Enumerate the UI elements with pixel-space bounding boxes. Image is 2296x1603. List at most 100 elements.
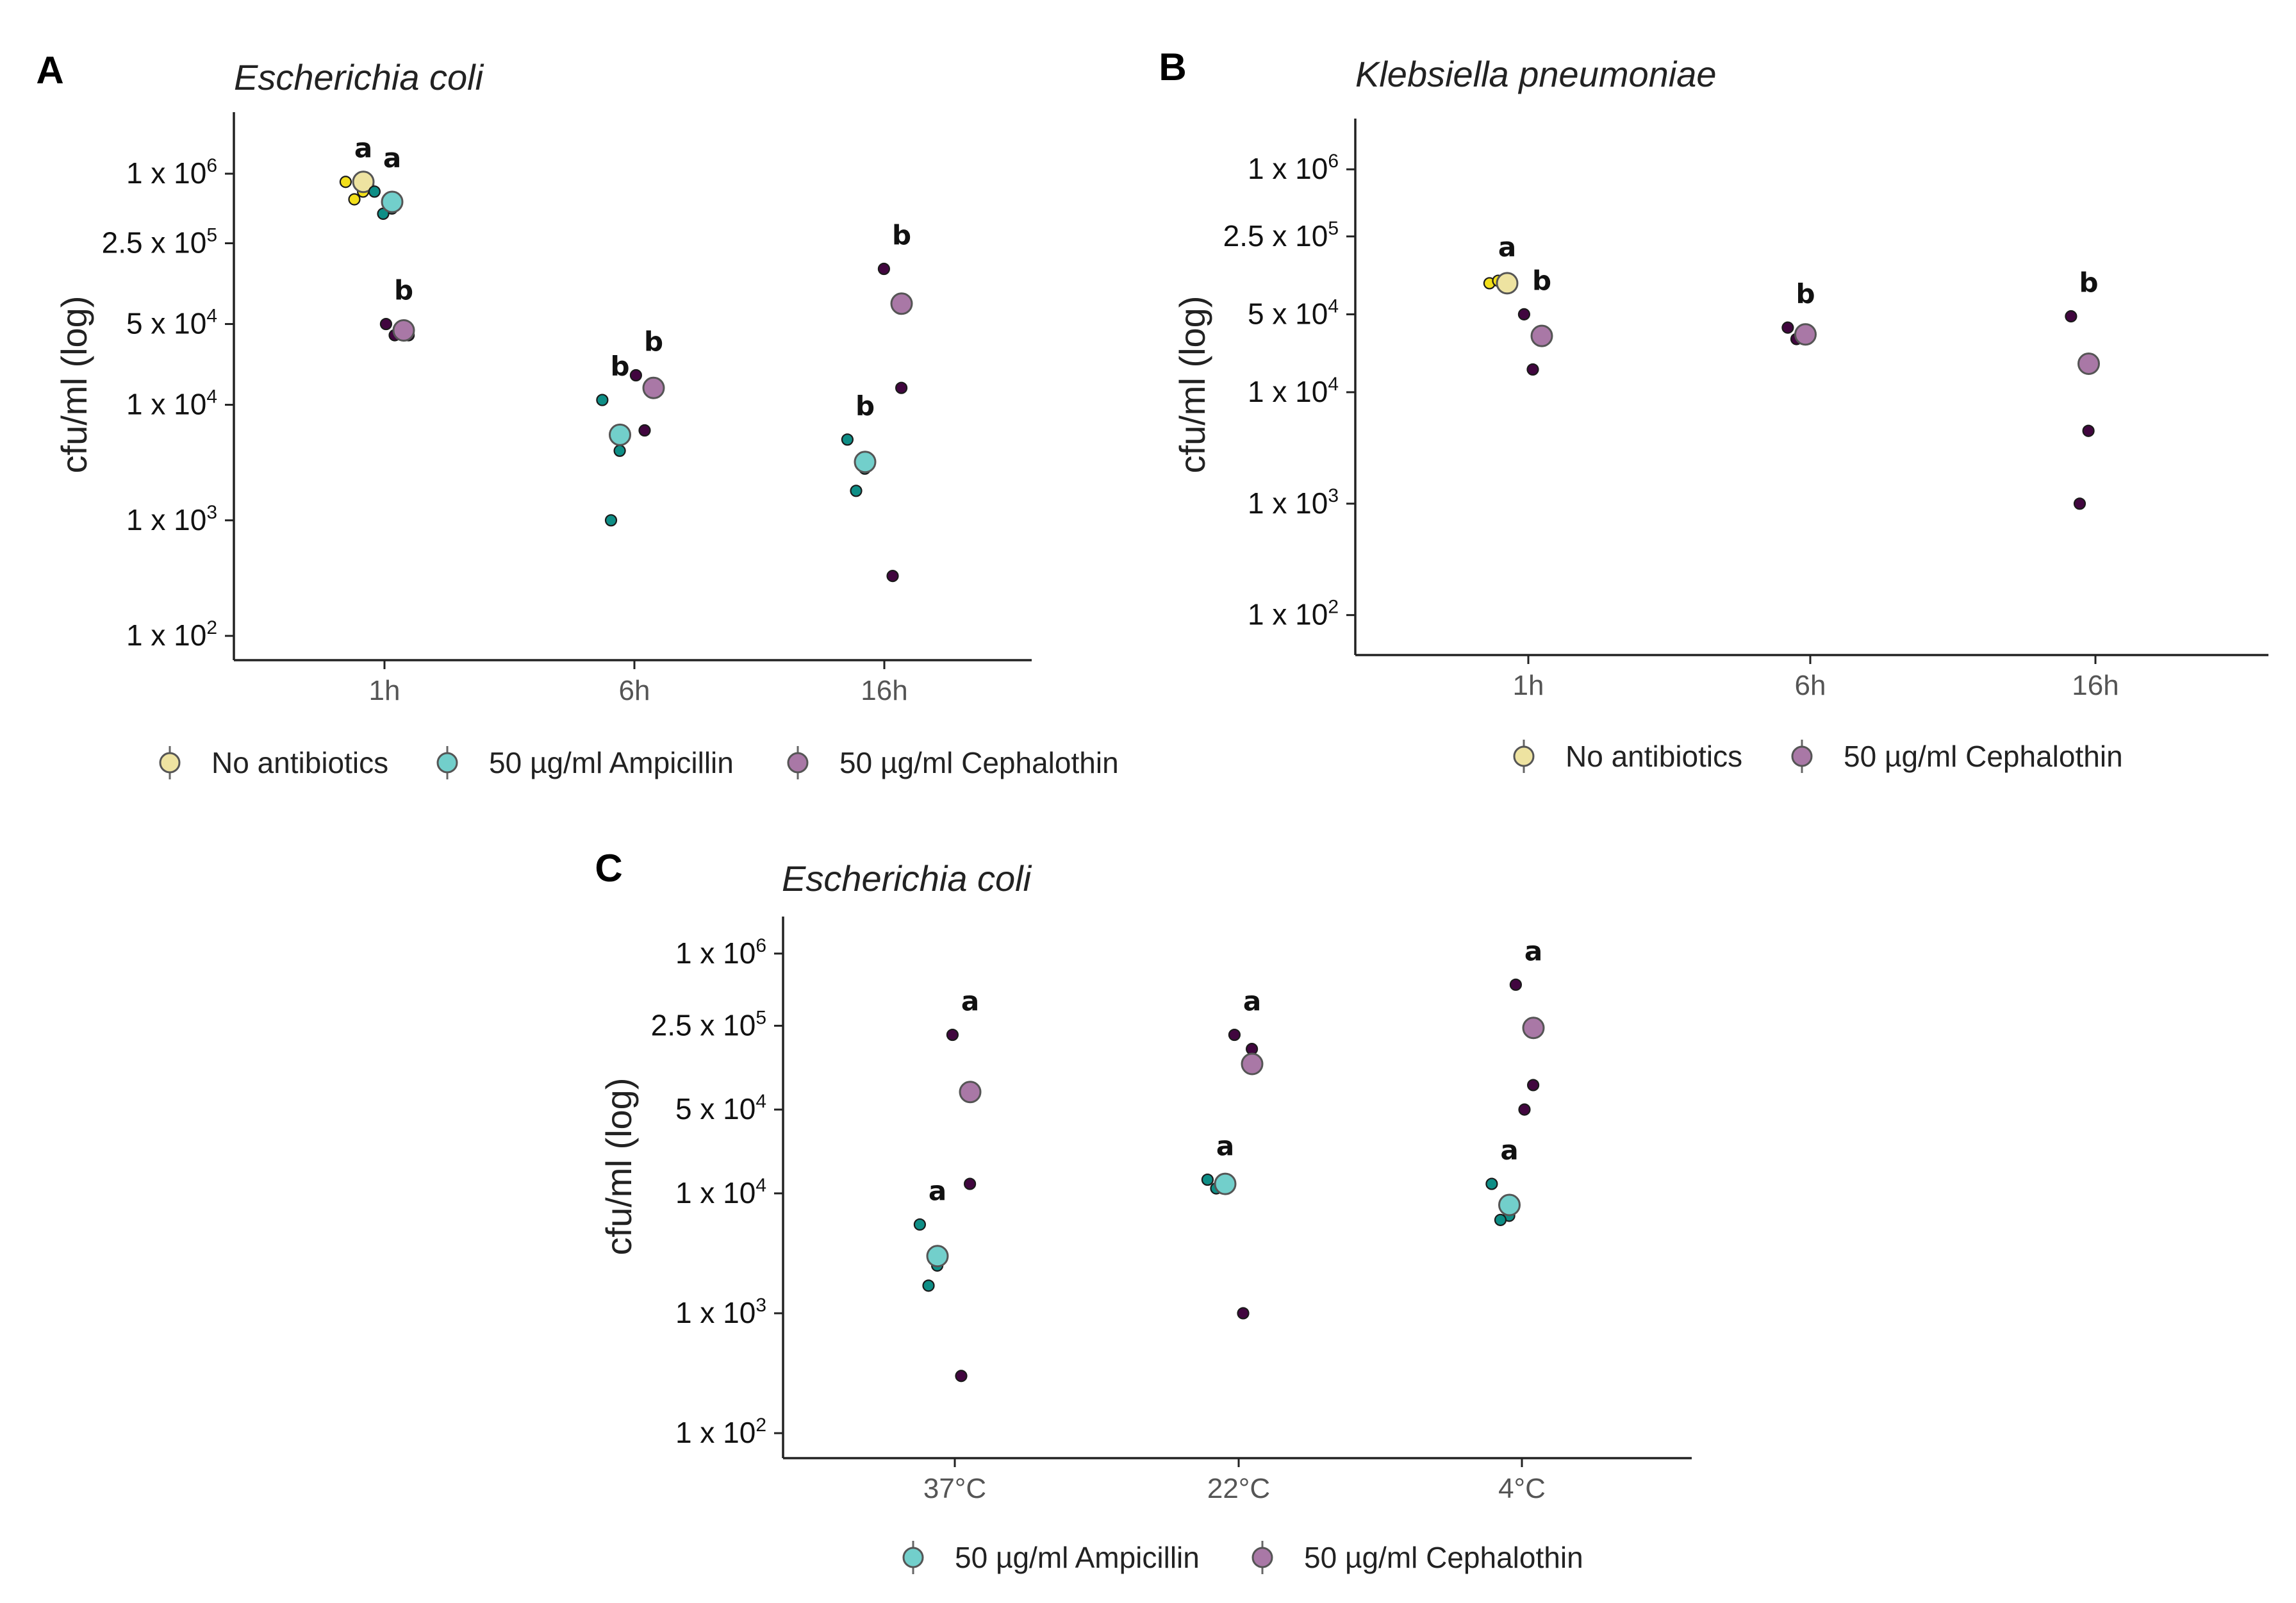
data-point <box>1527 1079 1540 1092</box>
mean-point <box>1530 324 1553 347</box>
mean-point <box>1498 1193 1521 1217</box>
y-tick-exponent: 4 <box>756 1175 766 1196</box>
significance-label: a <box>1500 1134 1518 1166</box>
data-point <box>946 1028 959 1042</box>
series-50-ug-ml-ampicillin: a a a <box>913 1131 1521 1292</box>
mean-point <box>959 1081 982 1104</box>
y-tick-base: 2.5 x 10 <box>102 226 207 260</box>
y-tick-label: 1 x 106 <box>675 935 766 970</box>
y-tick-base: 5 x 10 <box>1248 297 1328 330</box>
significance-label: a <box>1243 986 1261 1017</box>
data-point <box>604 514 618 527</box>
mean-point <box>1496 272 1519 295</box>
data-point <box>895 381 908 394</box>
legend-item-50-ug-ml-ampicillin: 50 µg/ml Ampicillin <box>902 1541 1200 1574</box>
data-point <box>379 317 393 331</box>
data-point <box>1228 1028 1241 1042</box>
legend-item-50-ug-ml-ampicillin: 50 µg/ml Ampicillin <box>436 746 734 779</box>
y-tick-label: 1 x 104 <box>1248 374 1339 408</box>
y-tick-exponent: 5 <box>1328 218 1339 239</box>
data-point <box>613 444 626 457</box>
y-tick-base: 1 x 10 <box>675 1176 756 1209</box>
legend-label: 50 µg/ml Cephalothin <box>1844 740 2123 773</box>
y-tick-exponent: 5 <box>206 225 217 246</box>
y-tick-label: 5 x 104 <box>675 1091 766 1125</box>
legend-key-marker <box>1251 1547 1273 1568</box>
y-tick-label: 1 x 104 <box>675 1175 766 1209</box>
data-point <box>841 433 854 446</box>
data-point <box>2065 310 2077 323</box>
y-tick-base: 1 x 10 <box>126 619 206 652</box>
y-tick-base: 1 x 10 <box>126 503 206 536</box>
legend-key-marker <box>787 752 809 774</box>
data-point <box>955 1370 968 1383</box>
mean-point <box>2077 353 2100 376</box>
y-axis-label: cfu/ml (log) <box>54 296 94 474</box>
legend-key-marker <box>159 752 181 774</box>
data-point <box>850 485 863 497</box>
mean-point <box>1241 1052 1264 1076</box>
panel-letter: A <box>36 49 63 92</box>
legend-label: No antibiotics <box>1565 740 1742 773</box>
y-tick-base: 5 x 10 <box>126 307 206 340</box>
significance-label: b <box>644 326 663 358</box>
data-point <box>2082 424 2095 437</box>
legend-label: 50 µg/ml Ampicillin <box>955 1541 1200 1574</box>
y-tick-exponent: 3 <box>1328 485 1339 506</box>
significance-label: b <box>1796 278 1815 310</box>
panel-letter: C <box>595 847 622 890</box>
x-tick-label: 4°C <box>1498 1473 1546 1504</box>
data-point <box>1518 1103 1531 1116</box>
y-tick-base: 1 x 10 <box>1248 598 1328 631</box>
x-tick-label: 37°C <box>923 1473 986 1504</box>
y-tick-exponent: 6 <box>1328 151 1339 172</box>
y-tick-label: 5 x 104 <box>1248 295 1339 330</box>
y-tick-base: 1 x 10 <box>675 936 756 970</box>
significance-label: b <box>892 220 911 251</box>
series-no-antibiotics: a <box>339 133 375 206</box>
mean-point <box>609 423 631 446</box>
mean-point <box>1522 1017 1545 1040</box>
panel-letter: B <box>1159 46 1186 88</box>
data-point <box>922 1279 935 1292</box>
y-tick-base: 1 x 10 <box>1248 375 1328 408</box>
panel-title: Escherichia coli <box>234 57 484 97</box>
mean-point <box>642 376 665 399</box>
data-point <box>1485 1177 1498 1190</box>
data-point <box>913 1218 927 1231</box>
y-tick-label: 2.5 x 105 <box>1223 218 1339 253</box>
y-tick-label: 1 x 106 <box>1248 151 1339 185</box>
data-point <box>1517 308 1530 320</box>
y-axis-label: cfu/ml (log) <box>1172 296 1212 474</box>
y-tick-label: 1 x 104 <box>126 386 217 421</box>
y-tick-exponent: 4 <box>756 1091 766 1112</box>
data-point <box>877 262 891 276</box>
y-tick-label: 5 x 104 <box>126 306 217 340</box>
y-tick-base: 1 x 10 <box>1248 486 1328 520</box>
mean-point <box>854 451 877 474</box>
y-tick-exponent: 2 <box>206 617 217 638</box>
legend-label: 50 µg/ml Cephalothin <box>839 746 1119 779</box>
mean-point <box>392 319 415 342</box>
data-point <box>629 369 643 382</box>
data-point <box>886 570 899 583</box>
y-tick-exponent: 4 <box>206 306 217 327</box>
y-tick-exponent: 4 <box>1328 374 1339 395</box>
significance-label: a <box>1498 231 1516 263</box>
legend-key-marker <box>1513 745 1535 767</box>
y-tick-label: 1 x 103 <box>1248 485 1339 520</box>
legend-item-no-antibiotics: No antibiotics <box>1513 740 1742 773</box>
data-point <box>368 185 381 198</box>
legend-item-no-antibiotics: No antibiotics <box>159 746 388 779</box>
y-tick-exponent: 6 <box>756 935 766 956</box>
data-point <box>1526 363 1539 376</box>
legend-key-marker <box>436 752 458 774</box>
significance-label: a <box>961 986 979 1017</box>
y-tick-exponent: 5 <box>756 1007 766 1028</box>
mean-point <box>381 190 404 213</box>
mean-point <box>1794 323 1817 346</box>
